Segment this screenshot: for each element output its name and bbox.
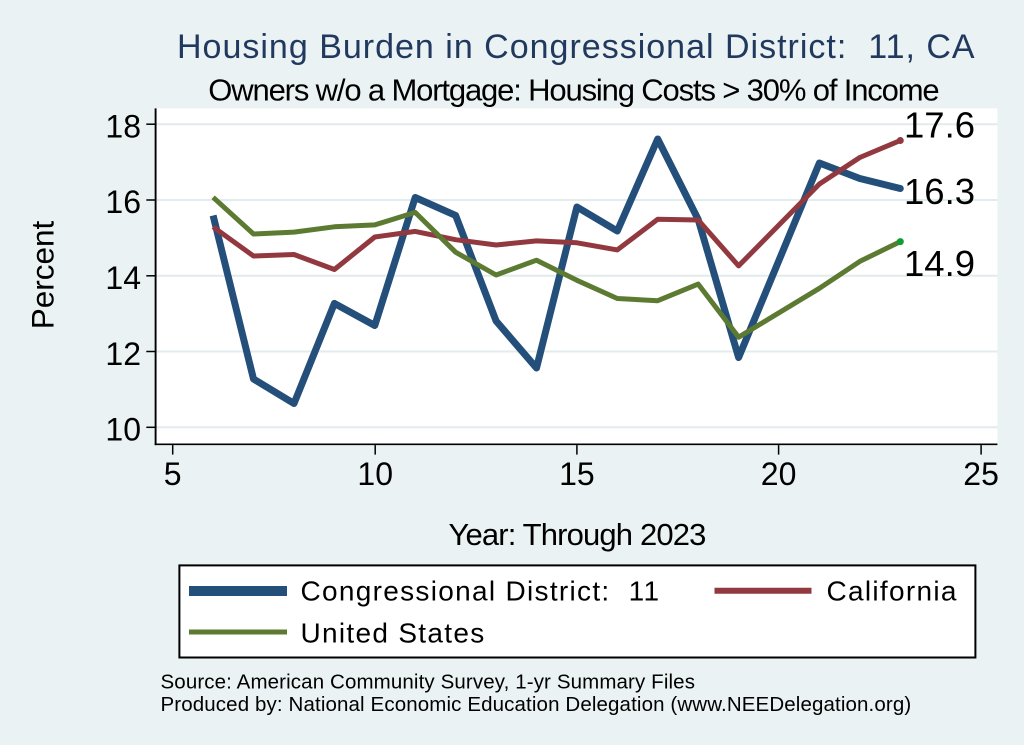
- svg-text:5: 5: [164, 456, 182, 492]
- svg-text:Congressional District: 11: Congressional District: 11: [301, 576, 661, 607]
- svg-text:20: 20: [761, 456, 797, 492]
- svg-text:Owners w/o a Mortgage: Housing: Owners w/o a Mortgage: Housing Costs > 3…: [208, 73, 938, 108]
- svg-text:California: California: [827, 576, 958, 607]
- svg-text:16: 16: [105, 184, 141, 220]
- svg-text:Housing Burden in Congressiona: Housing Burden in Congressional District…: [177, 28, 976, 66]
- svg-text:United States: United States: [301, 618, 486, 649]
- svg-text:10: 10: [357, 456, 393, 492]
- svg-text:14: 14: [105, 260, 141, 296]
- svg-text:10: 10: [105, 412, 141, 448]
- svg-text:Percent: Percent: [25, 220, 61, 329]
- svg-text:17.6: 17.6: [904, 105, 975, 146]
- svg-text:25: 25: [963, 456, 999, 492]
- svg-text:Produced by: National Economic: Produced by: National Economic Education…: [161, 693, 912, 716]
- svg-text:16.3: 16.3: [904, 171, 975, 212]
- svg-text:15: 15: [559, 456, 595, 492]
- svg-text:Year: Through 2023: Year: Through 2023: [448, 517, 705, 552]
- svg-text:18: 18: [105, 108, 141, 144]
- svg-text:14.9: 14.9: [904, 243, 975, 284]
- svg-text:Source: American Community Sur: Source: American Community Survey, 1-yr …: [161, 671, 696, 694]
- svg-text:12: 12: [105, 336, 141, 372]
